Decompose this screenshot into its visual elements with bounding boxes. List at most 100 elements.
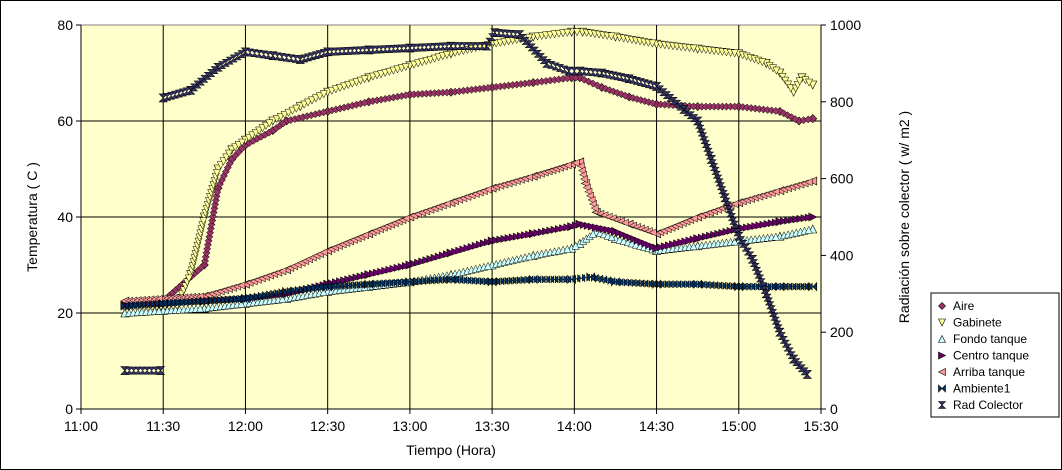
series-fondo-tanque [120,224,818,318]
trail-marker [319,282,328,292]
legend-box [930,292,1060,418]
trail-marker [719,190,728,198]
legend-marker [938,351,947,360]
legend-label: Aire [953,299,975,313]
trail-marker [430,253,439,262]
legend-marker [938,302,946,310]
trail-marker [197,263,206,272]
trail-marker [204,236,213,245]
trail-marker [685,236,694,245]
trail-marker [755,221,764,230]
legend: Aire Gabinete Fondo tanque Centro tanque Arr… [930,292,1060,418]
trail-marker [340,276,349,285]
y-tick-label: 80 [57,17,73,33]
trail-marker [142,366,152,375]
trail-marker [443,275,451,284]
trail-marker [129,366,138,375]
trail-marker [217,61,227,69]
trail-marker [609,87,618,96]
trail-marker [771,218,780,227]
trail-marker [730,200,739,209]
trail-marker [212,169,221,178]
trail-marker [706,231,715,240]
y2-axis-label: Radiación sobre colector ( w/ m2 ) [896,111,912,323]
trail-marker [265,119,274,128]
trail-marker [401,44,410,53]
x-tick-label: 11:30 [146,418,180,434]
x-tick-label: 15:00 [721,418,756,434]
trail-marker [401,214,411,223]
trail-marker [151,366,161,375]
trail-marker [276,113,285,122]
trail-marker [209,208,218,217]
trail-marker [582,273,590,282]
trail-marker [733,228,742,237]
trail-marker [125,366,134,375]
trail-marker [662,91,672,99]
trail-marker [459,245,468,254]
trail-marker [426,254,435,264]
trail-marker [759,220,768,229]
trail-marker [739,224,748,233]
trail-marker [369,269,378,278]
trail-marker [588,68,598,77]
trail-marker [477,42,487,50]
trail-marker [593,81,602,90]
trail-marker [300,100,309,109]
trail-marker [550,225,559,234]
trail-marker [401,91,410,100]
trail-marker [196,297,205,306]
trail-marker [434,252,443,261]
series-rad-colector [120,28,813,379]
trail-marker [393,263,402,272]
x-tick-label: 12:30 [310,418,345,434]
trail-marker [542,227,551,236]
trail-marker [689,279,698,289]
legend-marker [938,334,946,343]
trail-marker [237,299,246,308]
trail-marker [710,230,719,239]
trail-marker [774,324,783,333]
trail-marker [356,272,365,281]
trail-marker [593,68,602,77]
trail-marker [705,151,715,160]
trail-marker [559,224,568,233]
trail-marker [492,236,501,245]
trail-marker [525,230,534,239]
trail-marker [288,106,297,115]
trail-marker [669,96,678,105]
trail-marker [308,96,317,105]
trail-marker [666,94,675,102]
trail-marker [571,73,580,82]
trail-marker [264,128,273,137]
legend-marker [938,384,946,393]
trail-marker [356,76,365,85]
trail-marker [722,227,731,236]
trail-marker [473,42,482,50]
trail-marker [655,85,665,94]
trail-marker [584,187,593,196]
trail-marker [525,252,534,261]
x-tick-label: 13:30 [475,418,510,434]
trail-marker [344,81,353,90]
trail-marker [397,262,406,271]
trail-marker [525,79,534,88]
trail-marker [229,54,238,63]
legend-item: Arriba tanque [937,365,1025,379]
trail-marker [743,223,752,232]
trail-marker [804,282,813,291]
trail-marker [563,161,572,170]
trail-marker [512,232,521,241]
trail-marker [771,232,780,241]
trail-marker [319,90,328,99]
legend-item: Ambiente1 [938,382,1011,396]
trail-marker [319,49,328,57]
trail-marker [401,277,410,287]
trail-marker [805,78,814,87]
trail-marker [401,63,410,72]
trail-marker [791,115,800,124]
trail-marker [272,115,281,124]
trail-marker [206,224,215,233]
